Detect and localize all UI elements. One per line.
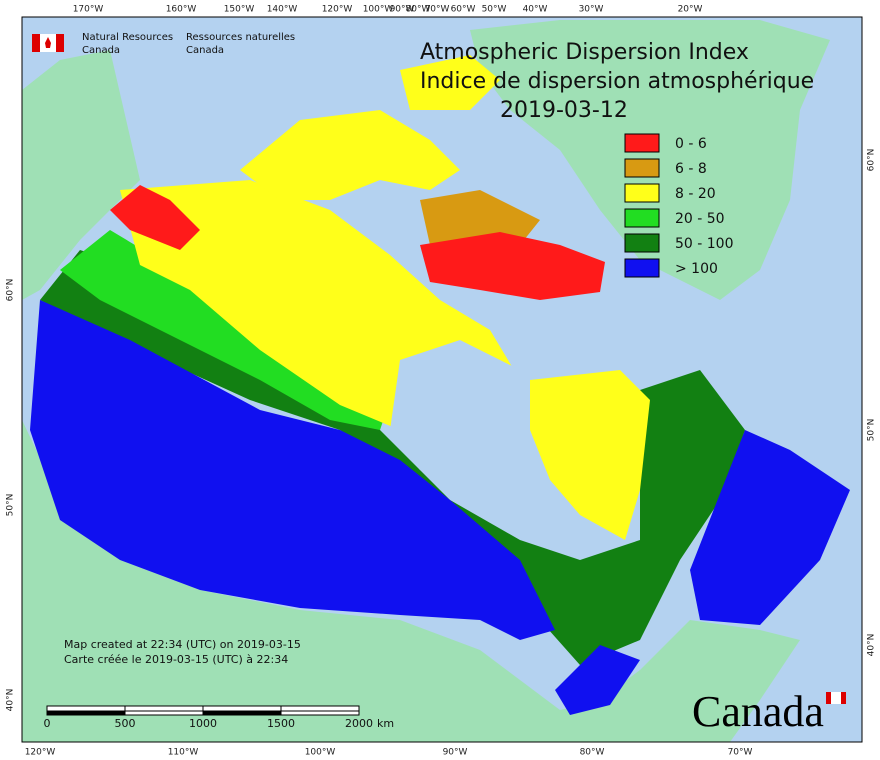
- longitude-label: 100°W: [363, 5, 394, 15]
- wordmark-flag: [841, 692, 846, 704]
- created-note: Map created at 22:34 (UTC) on 2019-03-15: [64, 638, 301, 651]
- wordmark-flag: [826, 692, 831, 704]
- map-date: 2019-03-12: [500, 98, 628, 123]
- scale-segment: [280, 705, 360, 712]
- zone-yellow-ellesmere: [400, 55, 500, 110]
- scale-segment: [202, 710, 282, 716]
- map-frame: [21, 16, 863, 743]
- agency-en: Canada: [82, 45, 120, 56]
- longitude-label: 170°W: [73, 5, 104, 15]
- legend-swatch: [624, 258, 660, 278]
- latitude-label: 50°N: [867, 419, 877, 442]
- latitude-label: 50°N: [6, 494, 16, 517]
- zone-red-west: [110, 185, 200, 250]
- longitude-label: 20°W: [678, 5, 703, 15]
- flag-bar: [32, 34, 40, 52]
- longitude-label: 90°W: [390, 5, 415, 15]
- legend-label: 6 - 8: [675, 161, 707, 177]
- agency-fr: Ressources naturelles: [186, 32, 295, 43]
- legend-label: 50 - 100: [675, 236, 734, 252]
- legend-swatch: [624, 158, 660, 178]
- legend-label: 8 - 20: [675, 186, 716, 202]
- map: [21, 16, 863, 743]
- scale-tick-label: 0: [44, 717, 51, 730]
- longitude-label: 150°W: [224, 5, 255, 15]
- longitude-label: 120°W: [25, 748, 56, 758]
- zone-blue-west: [30, 300, 555, 640]
- scale-tick-label: 1000: [189, 717, 217, 730]
- zone-blue-east: [690, 430, 850, 625]
- scale-tick-label: 2000: [345, 717, 373, 730]
- longitude-label: 120°W: [322, 5, 353, 15]
- zone-orange: [420, 190, 540, 245]
- legend-swatch: [624, 208, 660, 228]
- longitude-label: 160°W: [166, 5, 197, 15]
- legend-label: > 100: [675, 261, 718, 277]
- hudson-bay: [390, 340, 530, 490]
- scale-segment: [280, 710, 360, 716]
- scale-tick-label: 1500: [267, 717, 295, 730]
- wordmark: Canada: [692, 687, 824, 736]
- longitude-label: 90°W: [443, 748, 468, 758]
- scale-tick-label: 500: [115, 717, 136, 730]
- longitude-label: 140°W: [267, 5, 298, 15]
- longitude-label: 70°W: [425, 5, 450, 15]
- latitude-label: 40°N: [6, 689, 16, 712]
- latitude-label: 60°N: [867, 149, 877, 172]
- scale-segment: [46, 705, 126, 712]
- alaska: [22, 50, 140, 300]
- latitude-label: 40°N: [867, 634, 877, 657]
- legend-swatch: [624, 233, 660, 253]
- agency-fr: Canada: [186, 45, 224, 56]
- zone-yellow-quebec: [530, 370, 650, 540]
- zone-yellow-arctic: [240, 110, 460, 200]
- legend-label: 20 - 50: [675, 211, 725, 227]
- scale-segment: [124, 705, 204, 712]
- longitude-label: 110°W: [168, 748, 199, 758]
- agency-signature: Natural Resources Canada Ressources natu…: [32, 32, 295, 56]
- longitude-label: 80°W: [406, 5, 431, 15]
- zone-blue-south: [555, 645, 640, 715]
- flag-leaf: [45, 37, 51, 48]
- legend: 0 - 6 6 - 8 8 - 20 20 - 50 50 - 100 > 100: [624, 133, 734, 278]
- longitude-label: 80°W: [580, 748, 605, 758]
- united-states: [22, 420, 800, 742]
- graticule-labels: 170°W 160°W 150°W 140°W 120°W 100°W90°W80°W70…: [6, 5, 877, 758]
- zone-red-baffin: [420, 232, 605, 300]
- legend-swatch: [624, 133, 660, 153]
- wordmark-flag: [831, 692, 841, 704]
- scale-segment: [124, 710, 204, 716]
- longitude-label: 50°W: [482, 5, 507, 15]
- longitude-label: 100°W: [305, 748, 336, 758]
- longitude-label: 40°W: [523, 5, 548, 15]
- longitude-label: 60°W: [451, 5, 476, 15]
- title-fr: Indice de dispersion atmosphérique: [420, 69, 814, 94]
- legend-label: 0 - 6: [675, 136, 707, 152]
- scale-unit: km: [377, 717, 394, 730]
- legend-swatch: [624, 183, 660, 203]
- scale-bar: 0 500 1000 1500 2000 km: [44, 705, 394, 730]
- longitude-label: 70°W: [728, 748, 753, 758]
- scale-segment: [202, 705, 282, 712]
- flag-bar: [56, 34, 64, 52]
- agency-en: Natural Resources: [82, 32, 173, 43]
- scale-segment: [46, 710, 126, 716]
- longitude-label: 30°W: [579, 5, 604, 15]
- latitude-label: 60°N: [6, 279, 16, 302]
- created-note: Carte créée le 2019-03-15 (UTC) à 22:34: [64, 653, 288, 666]
- title-en: Atmospheric Dispersion Index: [420, 40, 749, 65]
